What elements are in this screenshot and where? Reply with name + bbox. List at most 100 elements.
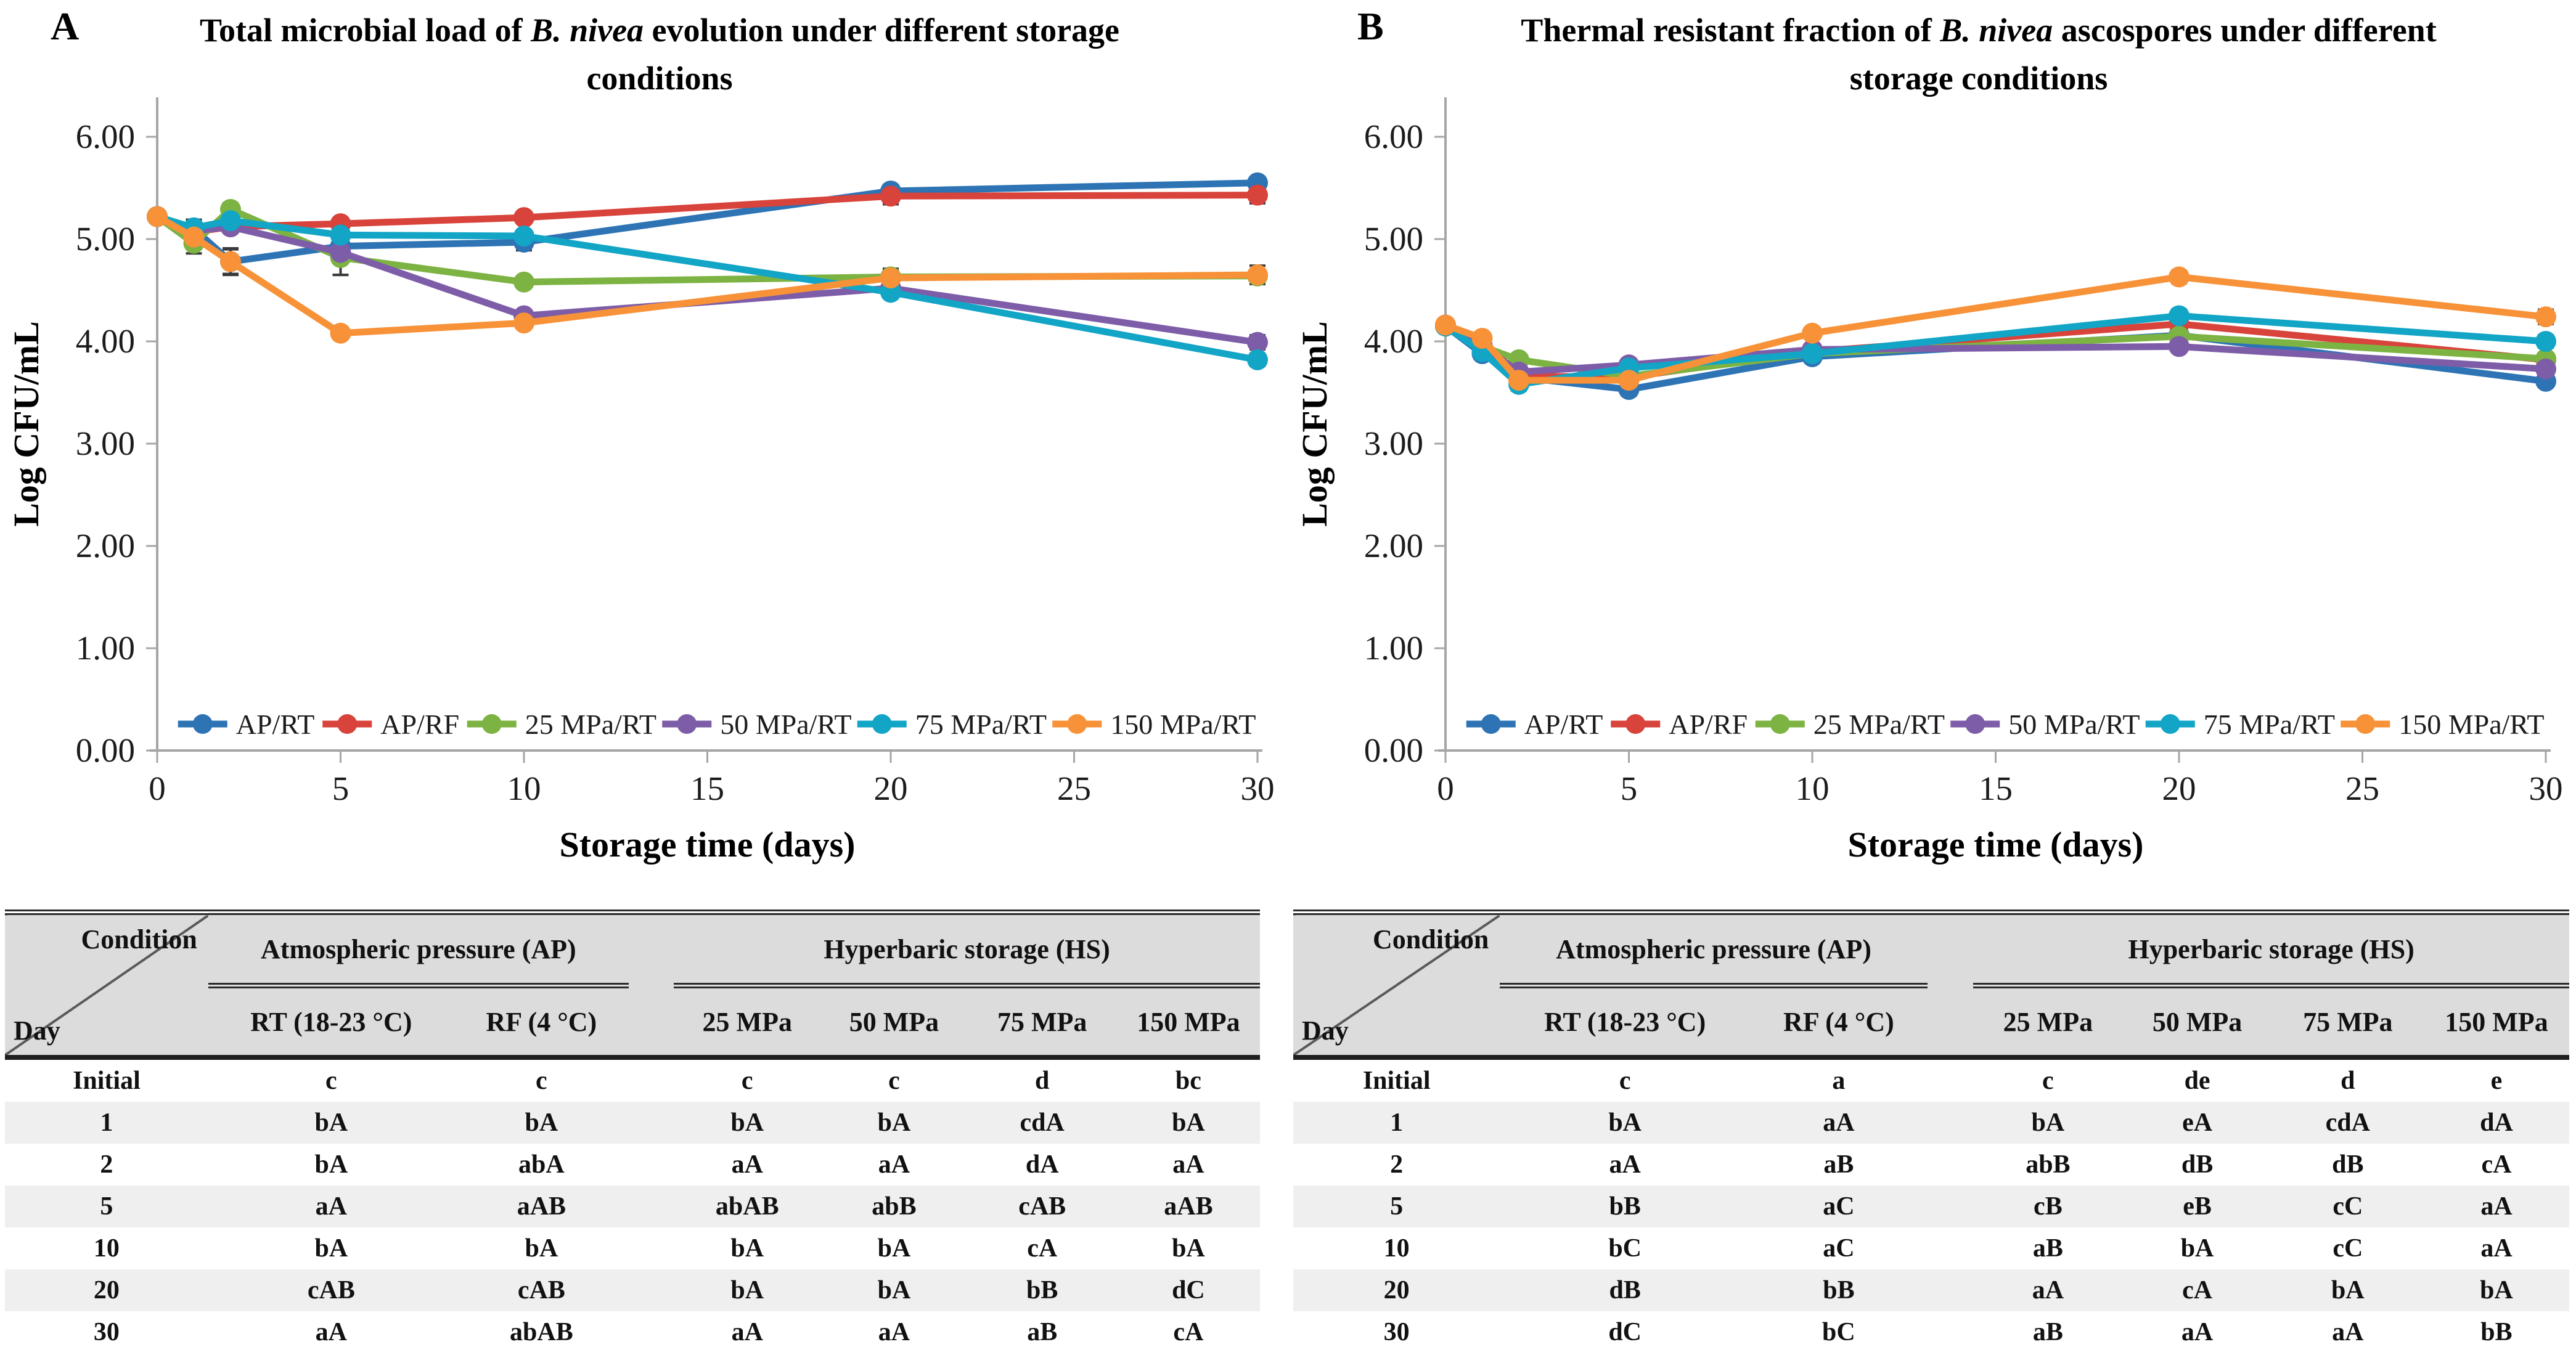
- significance-cell: aA: [731, 1150, 763, 1179]
- legend-item-ap-rf: AP/RF: [1611, 709, 1748, 740]
- table-row-day-1: 1 bA bA bA bA cdA bA: [5, 1102, 1260, 1144]
- column-header-75-mpa: 75 MPa: [967, 985, 1117, 1060]
- significance-cell: aA: [315, 1318, 348, 1346]
- significance-cell: bA: [2480, 1276, 2513, 1304]
- significance-cell: bA: [2331, 1276, 2365, 1304]
- day-cell: 30: [93, 1318, 120, 1346]
- header-spacer: [628, 912, 674, 986]
- significance-cell: bA: [877, 1109, 911, 1137]
- chart-a-legend: AP/RT AP/RF 25 MPa/RT 50 MPa/RT 75 MPa/RT 150…: [178, 709, 1256, 740]
- significance-cell: bA: [314, 1109, 348, 1137]
- chart-b-title-species: B. nivea: [1940, 12, 2053, 49]
- x-tick-label: 20: [874, 770, 908, 807]
- data-point-marker: [330, 224, 351, 246]
- chart-b-title-post: ascospores under different storage condi…: [1849, 12, 2437, 97]
- spacer-cell: [629, 1102, 674, 1144]
- x-tick-label: 30: [1241, 770, 1275, 807]
- significance-cell: aB: [1027, 1318, 1058, 1346]
- legend-item-75-mpa-rt: 75 MPa/RT: [2145, 709, 2335, 740]
- significance-cell: aA: [2480, 1192, 2513, 1221]
- significance-cell: c: [741, 1067, 753, 1095]
- significance-cell: cAB: [307, 1276, 355, 1304]
- legend-marker-dot: [2355, 714, 2376, 734]
- y-tick-label: 4.00: [1364, 322, 1423, 360]
- data-point-marker: [513, 312, 534, 334]
- table-row-day-1: 1 bA aA bA eA cdA dA: [1293, 1102, 2569, 1144]
- panel-b: B Thermal resistant fraction of B. nivea…: [1288, 0, 2576, 1347]
- x-tick-label: 0: [1437, 770, 1454, 807]
- chart-b-title: Thermal resistant fraction of B. nivea a…: [1492, 6, 2466, 103]
- data-point-marker: [1247, 264, 1268, 286]
- significance-cell: aA: [1609, 1150, 1641, 1179]
- header-spacer: [1927, 985, 1974, 1060]
- spacer-cell: [1928, 1102, 1974, 1144]
- chart-b-title-pre: Thermal resistant fraction of: [1521, 12, 1940, 49]
- significance-cell: aC: [1823, 1234, 1855, 1263]
- panel-b-label: B: [1357, 4, 1384, 48]
- significance-cell: aAB: [1164, 1192, 1213, 1221]
- stats-table-a: Condition Day Atmospheric pressure (AP) Hyp…: [5, 910, 1260, 1347]
- chart-b-series-150-mpa-rt: [1435, 266, 2556, 391]
- y-tick-label: 2.00: [76, 527, 135, 564]
- table-row-day-5: 5 aA aAB abAB abB cAB aAB: [5, 1186, 1260, 1227]
- y-tick-label: 6.00: [1364, 118, 1423, 155]
- legend-item-50-mpa-rt: 50 MPa/RT: [662, 709, 851, 740]
- data-point-marker: [220, 251, 241, 272]
- chart-a: 0.00 1.00 2.00 3.00 4.00 5.00 6.00 0 5 10 15 20 25 30…: [6, 97, 1275, 865]
- significance-cell: dB: [1609, 1276, 1641, 1304]
- group-header-hs: Hyperbaric storage (HS): [1973, 912, 2569, 988]
- data-point-marker: [220, 210, 241, 232]
- significance-cell: bA: [525, 1109, 558, 1137]
- data-point-marker: [513, 207, 534, 229]
- significance-cell: c: [325, 1067, 337, 1095]
- chart-a-title: Total microbial load of B. nivea evoluti…: [185, 6, 1134, 103]
- x-tick-label: 25: [1057, 770, 1091, 807]
- data-point-marker: [1802, 343, 1823, 364]
- significance-cell: c: [536, 1067, 547, 1095]
- day-cell: Initial: [73, 1067, 141, 1095]
- data-point-marker: [1247, 184, 1268, 206]
- significance-cell: e: [2490, 1067, 2503, 1095]
- significance-cell: cC: [2333, 1192, 2363, 1221]
- legend-item-75-mpa-rt: 75 MPa/RT: [857, 709, 1047, 740]
- day-cell: 20: [1383, 1276, 1410, 1304]
- significance-cell: aA: [2181, 1318, 2214, 1346]
- data-point-marker: [1247, 332, 1268, 353]
- table-row-day-30: 30 dC bC aB aA aA bB: [1293, 1311, 2569, 1347]
- chart-a-series-150-mpa-rt: [147, 206, 1268, 344]
- legend-item-150-mpa-rt: 150 MPa/RT: [1052, 709, 1256, 740]
- table-row-day-initial: Initial c c c c d bc: [5, 1057, 1260, 1102]
- data-point-marker: [1471, 328, 1493, 349]
- column-header-150-mpa: 150 MPa: [2423, 985, 2569, 1060]
- y-axis-title: Log CFU/mL: [1294, 321, 1335, 527]
- significance-cell: bc: [1175, 1067, 1201, 1095]
- day-cell: 5: [100, 1192, 113, 1221]
- significance-cell: cAB: [1018, 1192, 1066, 1221]
- significance-cell: aA: [2032, 1276, 2064, 1304]
- group-header-ap: Atmospheric pressure (AP): [208, 912, 629, 988]
- significance-cell: eB: [2183, 1192, 2212, 1221]
- significance-cell: bA: [314, 1234, 348, 1263]
- significance-cell: aB: [2032, 1318, 2063, 1346]
- significance-cell: bB: [1823, 1276, 1855, 1304]
- data-point-marker: [2535, 331, 2556, 352]
- data-point-marker: [330, 322, 351, 344]
- significance-cell: aA: [731, 1318, 763, 1346]
- legend-label: 25 MPa/RT: [1813, 709, 1945, 740]
- legend-label: 150 MPa/RT: [2398, 709, 2544, 740]
- significance-cell: abB: [872, 1192, 917, 1221]
- column-header-50-mpa: 50 MPa: [2122, 985, 2272, 1060]
- legend-marker-dot: [1481, 714, 1501, 734]
- day-cell: Initial: [1362, 1067, 1431, 1095]
- significance-cell: dB: [2332, 1150, 2364, 1179]
- significance-cell: dC: [1172, 1276, 1205, 1304]
- spacer-cell: [629, 1057, 674, 1102]
- x-tick-label: 25: [2345, 770, 2379, 807]
- significance-cell: cA: [1027, 1234, 1058, 1263]
- data-point-marker: [1247, 349, 1268, 370]
- significance-cell: bA: [730, 1276, 764, 1304]
- table-row-day-2: 2 bA abA aA aA dA aA: [5, 1144, 1260, 1186]
- significance-cell: bB: [2480, 1318, 2513, 1346]
- spacer-cell: [629, 1186, 674, 1227]
